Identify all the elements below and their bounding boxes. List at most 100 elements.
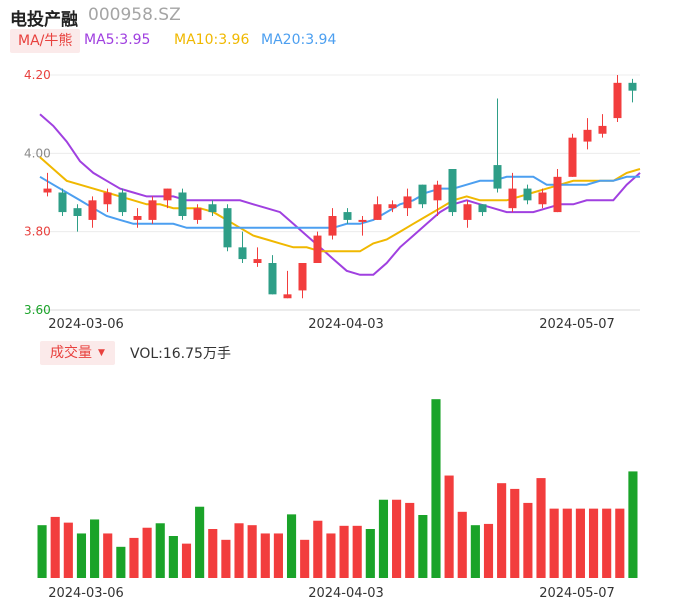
candle-body xyxy=(163,188,172,201)
volume-bar xyxy=(602,508,612,578)
candle-body xyxy=(103,192,112,205)
ma-indicator-label: MA/牛熊 xyxy=(18,33,73,49)
volume-bar xyxy=(195,506,205,578)
volume-bar xyxy=(536,478,546,578)
volume-bar xyxy=(628,471,638,578)
volume-bar xyxy=(116,546,126,578)
candle-body xyxy=(418,184,427,205)
volume-bar xyxy=(378,499,389,578)
candle-body xyxy=(178,192,187,216)
candle-body xyxy=(628,82,637,91)
candle-body xyxy=(613,82,622,119)
candle-body xyxy=(208,204,217,213)
price-tick-label: 3.60 xyxy=(24,303,51,317)
volume-bar xyxy=(575,508,585,578)
volume-bar xyxy=(562,508,572,578)
candle-body xyxy=(43,188,52,193)
ma10-line xyxy=(39,156,641,253)
volume-bar xyxy=(168,536,178,578)
volume-bar xyxy=(286,514,297,578)
candle-body xyxy=(133,216,142,220)
volume-bar xyxy=(247,525,257,578)
candle-body xyxy=(328,216,337,236)
volume-bar xyxy=(50,516,60,578)
candle-body xyxy=(448,169,457,213)
volume-bar xyxy=(615,508,625,578)
candle-body xyxy=(493,165,502,189)
volume-bar xyxy=(76,533,87,578)
volume-bar xyxy=(339,525,349,578)
candle-body xyxy=(148,200,157,220)
volume-bar xyxy=(155,523,165,578)
volume-bar xyxy=(181,543,192,578)
volume-bar xyxy=(588,508,599,578)
caret-down-icon: ▼ xyxy=(98,348,105,358)
volume-bar xyxy=(260,533,270,578)
volume-bar xyxy=(129,537,139,578)
volume-bar xyxy=(483,523,494,578)
price-tick-label: 4.20 xyxy=(24,68,51,82)
volume-bar xyxy=(365,529,375,578)
volume-date-tick-label: 2024-04-03 xyxy=(308,586,384,601)
volume-bar xyxy=(208,529,218,578)
volume-bar xyxy=(142,527,152,578)
candle-body xyxy=(283,294,292,299)
candle-body xyxy=(358,219,367,222)
candle-body xyxy=(223,208,232,248)
candle-body xyxy=(253,259,262,263)
candle-body xyxy=(598,125,607,134)
price-tick-label: 4.00 xyxy=(24,146,51,160)
candle-body xyxy=(523,188,532,201)
volume-bar xyxy=(234,523,244,578)
candle-body xyxy=(478,204,487,213)
volume-bar xyxy=(405,502,415,578)
volume-readout: VOL:16.75万手 xyxy=(130,346,231,362)
candle-body xyxy=(313,235,322,263)
candle-body xyxy=(388,204,397,209)
candle-body xyxy=(298,263,307,291)
ma10-legend: MA10:3.96 xyxy=(174,32,250,48)
volume-bar xyxy=(352,525,362,578)
volume-bar xyxy=(510,488,520,578)
volume-bar xyxy=(221,539,231,578)
candle-body xyxy=(583,129,592,142)
volume-bar xyxy=(431,399,441,578)
ma20-legend: MA20:3.94 xyxy=(261,32,337,48)
volume-bar xyxy=(523,502,533,578)
candle-body xyxy=(373,204,382,220)
volume-bar xyxy=(326,533,336,578)
candle-body xyxy=(193,208,202,220)
volume-bar xyxy=(103,533,113,578)
volume-indicator-label: 成交量 xyxy=(50,345,92,361)
volume-bar xyxy=(300,539,310,578)
price-date-axis: 2024-03-06 2024-04-03 2024-05-07 xyxy=(48,317,615,332)
volume-bar xyxy=(418,515,428,578)
volume-indicator-selector[interactable]: 成交量 ▼ xyxy=(40,341,115,365)
candle-body xyxy=(463,204,472,220)
candle-body xyxy=(88,200,97,220)
volume-bar xyxy=(470,525,480,578)
volume-bar xyxy=(90,519,100,578)
candle-body xyxy=(538,192,547,205)
date-tick-label: 2024-05-07 xyxy=(539,317,615,332)
ma-indicator-selector[interactable]: MA/牛熊 xyxy=(10,29,81,53)
volume-bar xyxy=(497,483,507,578)
volume-date-tick-label: 2024-05-07 xyxy=(539,586,615,601)
volume-bar xyxy=(457,511,467,578)
date-tick-label: 2024-04-03 xyxy=(308,317,384,332)
volume-date-tick-label: 2024-03-06 xyxy=(48,586,124,601)
candle-body xyxy=(58,192,67,213)
candle-body xyxy=(118,192,127,213)
volume-bar xyxy=(273,533,283,578)
ma5-line xyxy=(39,113,641,276)
candle-body xyxy=(238,247,247,260)
volume-date-axis: 2024-03-06 2024-04-03 2024-05-07 xyxy=(48,586,615,601)
candle-body xyxy=(553,176,562,213)
volume-bar xyxy=(392,499,402,578)
price-tick-label: 3.80 xyxy=(24,225,51,239)
moving-average-lines xyxy=(39,113,641,276)
volume-bar xyxy=(63,522,73,578)
stock-name: 电投产融 xyxy=(10,10,78,30)
candle-body xyxy=(343,212,352,220)
